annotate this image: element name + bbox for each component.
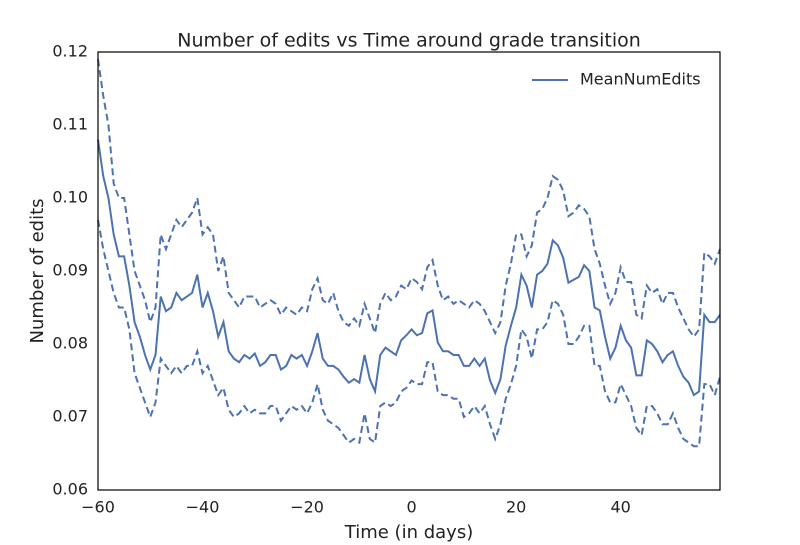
x-tick-label: −20 bbox=[290, 498, 324, 517]
line bbox=[97, 139, 721, 397]
legend-label: MeanNumEdits bbox=[580, 70, 701, 89]
y-tick-label: 0.08 bbox=[52, 334, 88, 353]
x-tick-label: −60 bbox=[81, 498, 115, 517]
y-tick-label: 0.07 bbox=[52, 407, 88, 426]
y-tick-label: 0.06 bbox=[52, 480, 88, 499]
dashed-line bbox=[97, 59, 721, 339]
x-tick-label: 40 bbox=[611, 498, 631, 517]
x-axis-label: Time (in days) bbox=[344, 522, 473, 543]
y-tick-label: 0.10 bbox=[52, 188, 88, 207]
x-tick-label: 0 bbox=[407, 498, 417, 517]
y-tick-label: 0.11 bbox=[52, 115, 88, 134]
y-tick-label: 0.09 bbox=[52, 261, 88, 280]
chart-title: Number of edits vs Time around grade tra… bbox=[177, 30, 641, 52]
plot-frame bbox=[97, 51, 721, 491]
x-tick-label: −40 bbox=[186, 498, 220, 517]
y-axis-label: Number of edits bbox=[27, 198, 48, 343]
y-tick-label: 0.12 bbox=[52, 42, 88, 61]
dashed-line bbox=[97, 219, 721, 448]
x-tick-label: 20 bbox=[506, 498, 526, 517]
